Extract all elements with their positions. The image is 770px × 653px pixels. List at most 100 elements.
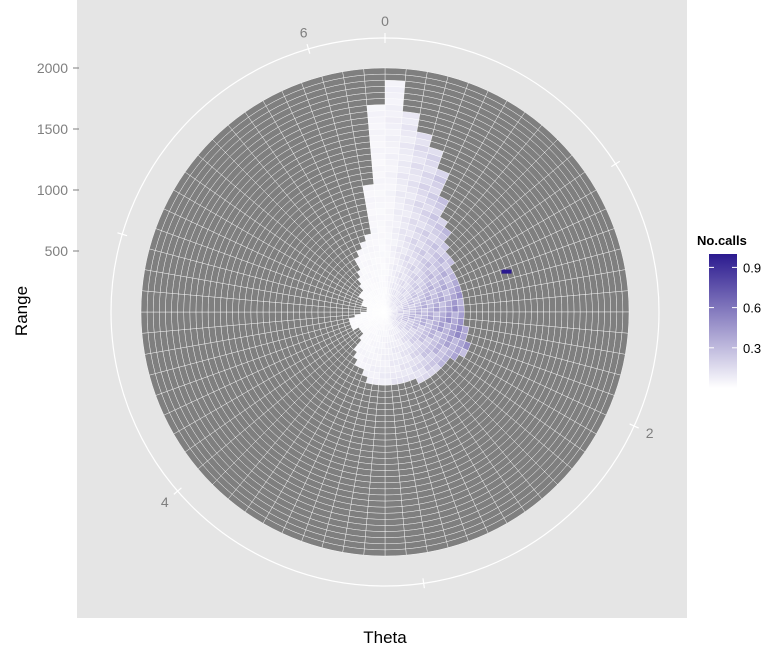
heatmap-cell [384, 536, 406, 545]
heatmap-cell [299, 304, 307, 313]
heatmap-cell [384, 256, 391, 264]
heatmap-cell [384, 384, 393, 392]
heatmap-cell [165, 292, 173, 313]
heatmap-cell [367, 110, 386, 118]
heatmap-cell [382, 287, 386, 294]
heatmap-cell [389, 359, 395, 367]
theta-tick-label: 6 [300, 25, 308, 41]
heatmap-cell [376, 214, 386, 222]
heatmap-cell [384, 86, 405, 94]
heatmap-cell [364, 536, 386, 545]
heatmap-cell [220, 311, 228, 327]
theta-minor-tick [611, 160, 621, 168]
heatmap-cell [366, 104, 386, 112]
heatmap-cell [609, 291, 618, 313]
heatmap-cell [384, 512, 404, 520]
heatmap-cell [379, 360, 386, 368]
heatmap-cell [171, 293, 179, 313]
heatmap-cell [146, 311, 155, 333]
heatmap-cell [384, 104, 404, 112]
heatmap-cell [488, 311, 496, 322]
heatmap-cell [293, 319, 302, 329]
heatmap-cell [374, 421, 386, 429]
heatmap-cell [323, 311, 331, 318]
heatmap-cell [384, 481, 401, 490]
heatmap-cell [384, 201, 395, 209]
heatmap-cell [159, 292, 167, 313]
heatmap-cell [370, 153, 386, 161]
heatmap-cell [530, 298, 538, 313]
heatmap-cell [384, 110, 403, 118]
heatmap-cell [232, 311, 240, 326]
heatmap-cell [597, 292, 605, 313]
heatmap-cell [524, 311, 532, 325]
heatmap-cell [376, 396, 386, 404]
heatmap-cell [500, 301, 508, 313]
heatmap-cell [456, 297, 465, 306]
heatmap-cell [391, 389, 401, 398]
heatmap-cell [363, 67, 386, 76]
heatmap-cell [369, 134, 386, 143]
legend-ticks: 0.3 0.6 0.9 [709, 260, 761, 356]
heatmap-cell [384, 500, 403, 508]
heatmap-cell [189, 294, 197, 313]
heatmap-cell [195, 295, 203, 313]
legend-title: No.calls [697, 233, 747, 248]
heatmap-cell [548, 311, 557, 328]
heatmap-cell [159, 311, 167, 332]
heatmap-cell [373, 183, 386, 191]
heatmap-cell [183, 294, 191, 313]
heatmap-cell [384, 232, 393, 240]
heatmap-cell [201, 311, 209, 329]
heatmap-cell [536, 297, 544, 313]
heatmap-cell [305, 318, 314, 327]
heatmap-cell [370, 463, 386, 471]
heatmap-cell [377, 390, 386, 398]
heatmap-cell [384, 421, 396, 429]
heatmap-cell [384, 177, 397, 185]
heatmap-cell [226, 297, 234, 313]
heatmap-cell [384, 336, 388, 343]
heatmap-cell [368, 128, 386, 136]
heatmap-cell [368, 494, 386, 502]
heatmap-cell [597, 311, 605, 332]
heatmap-cell [384, 366, 391, 374]
heatmap-cell [494, 301, 502, 313]
legend-tick-label: 0.6 [743, 301, 761, 316]
heatmap-cell [609, 311, 618, 333]
heatmap-cell [378, 378, 386, 386]
heatmap-cell [381, 275, 386, 282]
legend-tick-label: 0.3 [743, 341, 761, 356]
heatmap-cell [299, 318, 308, 328]
heatmap-cell [372, 451, 386, 459]
heatmap-cell [384, 342, 389, 349]
heatmap-cell [384, 415, 395, 423]
legend-tick-label: 0.9 [743, 260, 761, 275]
heatmap-cell [615, 291, 624, 313]
heatmap-cell [384, 542, 406, 551]
heatmap-cell [433, 306, 441, 313]
heatmap-cell [370, 383, 379, 392]
heatmap-cell [445, 305, 453, 313]
heatmap-cell [369, 481, 386, 490]
heatmap-cell [384, 445, 398, 453]
heatmap-cell [591, 293, 599, 313]
heatmap-cell [384, 427, 396, 435]
heatmap-cell [372, 445, 386, 453]
heatmap-cell [287, 311, 295, 321]
heatmap-cell [457, 311, 465, 320]
heatmap-cell [384, 98, 404, 106]
heatmap-cell [506, 300, 514, 313]
heatmap-cell [311, 311, 319, 319]
heatmap-cell [391, 232, 400, 241]
heatmap-cell [384, 189, 396, 197]
heatmap-cell [433, 311, 441, 318]
heatmap-cell [348, 311, 355, 316]
heatmap-cell [256, 311, 264, 324]
heatmap-cell [390, 377, 398, 386]
heatmap-cell [384, 92, 405, 100]
heatmap-cell [384, 147, 400, 155]
heatmap-cell [384, 122, 402, 130]
heatmap-cell [317, 317, 326, 324]
heatmap-cell [165, 311, 173, 332]
